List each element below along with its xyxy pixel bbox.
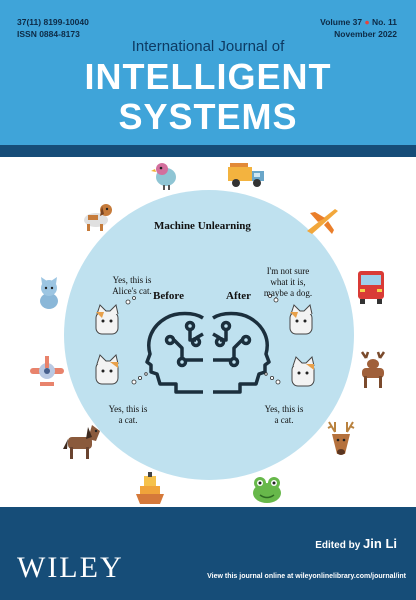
after-bottom-note: Yes, this is a cat. [256,404,312,426]
truck-icon [228,163,264,187]
note-line: Yes, this is [112,275,152,285]
cover-header [0,0,416,145]
ai-head-icon-right [212,311,271,394]
issn-code: 37(11) 8199-10040 [17,17,89,27]
after-top-note: I'm not sure what it is, maybe a dog. [256,266,320,299]
note-line: a cat. [118,415,138,425]
thought-dots-icon [125,294,281,385]
before-bottom-note: Yes, this is a cat. [100,404,156,426]
journal-title-line2: INTELLIGENT [84,56,332,97]
before-top-note: Yes, this is Alice's cat. [104,275,160,297]
journal-title-line3: SYSTEMS [118,96,298,137]
ai-head-icon-left [145,311,204,394]
reindeer-icon [327,421,355,455]
cat-icon-after-bottom [291,356,315,387]
editor-name: Jin Li [363,536,397,551]
illustration-heading: Machine Unlearning [154,220,251,232]
frog-icon [253,477,281,503]
note-line: Yes, this is [108,404,148,414]
bird-icon [151,163,176,190]
illustration-circle [64,190,354,480]
truck-front-icon [358,271,384,304]
plane-front-icon [30,356,64,386]
dog-icon [84,204,112,231]
deer-icon [360,351,386,388]
horse-icon [63,425,100,459]
ship-icon [136,472,164,504]
journal-title-line1: International Journal of [131,38,285,55]
note-line: maybe a dog. [263,288,313,298]
cat-icon-after-top [289,304,313,335]
note-line: Yes, this is [264,404,304,414]
publisher-logo: WILEY [17,551,124,584]
edited-by: Edited by Jin Li [200,536,397,551]
note-line: Alice's cat. [112,286,152,296]
cover-footer [0,507,416,600]
before-label: Before [153,290,184,302]
online-note[interactable]: View this journal online at wileyonlinel… [207,573,406,580]
issue-label: No. 11 [371,17,397,27]
cat-icon [40,277,58,309]
cat-icon-before-bottom [95,354,119,385]
issn: ISSN 0884-8173 [17,29,80,39]
note-line: what it is, [270,277,306,287]
note-line: I'm not sure [266,266,310,276]
header-strip [0,145,416,157]
issue-date: November 2022 [334,29,397,39]
volume-label: Volume 37 [320,17,363,27]
volume-issue: Volume 37 ● No. 11 [305,17,397,28]
cat-icon-before-top [95,304,119,335]
bullet-icon: ● [364,17,370,27]
edited-by-label: Edited by [315,540,361,551]
after-label: After [226,290,252,302]
airplane-icon [307,209,338,234]
note-line: a cat. [274,415,294,425]
